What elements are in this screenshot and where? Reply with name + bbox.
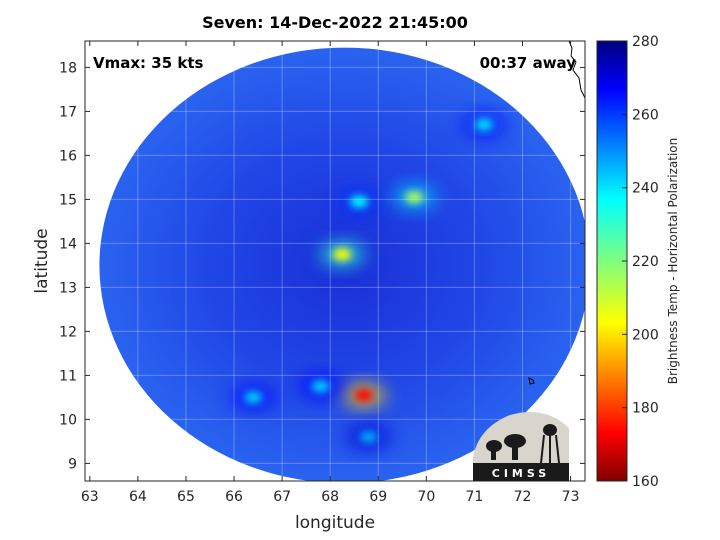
y-tick-label: 13 bbox=[59, 280, 77, 296]
plot-frame bbox=[84, 40, 586, 482]
colorbar-tick-label: 240 bbox=[632, 181, 659, 197]
y-tick-label: 9 bbox=[68, 456, 77, 472]
y-ticks: 9 10 11 12 13 14 15 16 17 18 bbox=[59, 60, 585, 472]
cimss-logo: CIMSS bbox=[473, 411, 569, 481]
y-tick-label: 17 bbox=[59, 104, 77, 120]
x-tick-label: 67 bbox=[273, 489, 291, 505]
x-tick-label: 64 bbox=[129, 489, 147, 505]
x-tick-label: 66 bbox=[225, 489, 243, 505]
vmax-annotation: Vmax: 35 kts bbox=[93, 54, 203, 72]
south-plume bbox=[359, 431, 378, 443]
y-tick-label: 18 bbox=[59, 60, 77, 76]
y-tick-label: 16 bbox=[59, 148, 77, 164]
colorbar: 160 180 200 220 240 260 280 Brightness Temp - … bbox=[596, 34, 680, 490]
island-outline bbox=[528, 377, 535, 385]
south-west-band bbox=[244, 391, 263, 404]
chart-title: Seven: 14-Dec-2022 21:45:00 bbox=[202, 13, 468, 32]
colorbar-tick-label: 180 bbox=[632, 401, 659, 417]
plot-area: 63 64 65 66 67 68 69 70 71 72 73 9 10 11 12 13 14 15 16 17… bbox=[59, 40, 586, 505]
convective-features bbox=[231, 112, 507, 449]
x-tick-label: 65 bbox=[177, 489, 195, 505]
x-tick-label: 70 bbox=[417, 489, 435, 505]
y-tick-label: 14 bbox=[59, 236, 77, 252]
colorbar-tick-label: 260 bbox=[632, 107, 659, 123]
colorbar-tick-label: 220 bbox=[632, 254, 659, 270]
colorbar-label: Brightness Temp - Horizontal Polarizatio… bbox=[666, 138, 680, 385]
x-tick-label: 72 bbox=[514, 489, 532, 505]
colorbar-tick-label: 280 bbox=[632, 34, 659, 50]
cimss-logo-text: CIMSS bbox=[492, 467, 550, 480]
x-tick-label: 68 bbox=[321, 489, 339, 505]
south-band bbox=[311, 380, 330, 393]
y-tick-label: 12 bbox=[59, 324, 77, 340]
y-tick-label: 15 bbox=[59, 192, 77, 208]
y-tick-label: 11 bbox=[59, 368, 77, 384]
colorbar-tick-label: 200 bbox=[632, 327, 659, 343]
north-band bbox=[350, 195, 369, 208]
y-axis-label: latitude bbox=[32, 228, 52, 293]
colorbar-tick-label: 160 bbox=[632, 474, 659, 490]
x-tick-label: 71 bbox=[466, 489, 484, 505]
seam-cell bbox=[405, 191, 424, 204]
x-axis-label: longitude bbox=[295, 513, 375, 533]
coastline bbox=[568, 41, 585, 99]
colorbar-ticks: 160 180 200 220 240 260 280 bbox=[622, 34, 659, 490]
x-ticks: 63 64 65 66 67 68 69 70 71 72 73 bbox=[81, 41, 580, 505]
grid-lines bbox=[85, 41, 585, 481]
eye-wall bbox=[333, 248, 352, 261]
x-tick-label: 73 bbox=[562, 489, 580, 505]
x-tick-label: 63 bbox=[81, 489, 99, 505]
north-east-cells bbox=[475, 118, 494, 131]
south-convection bbox=[354, 389, 373, 402]
x-tick-label: 69 bbox=[369, 489, 387, 505]
y-tick-label: 10 bbox=[59, 412, 77, 428]
time-away-annotation: 00:37 away bbox=[480, 54, 577, 72]
